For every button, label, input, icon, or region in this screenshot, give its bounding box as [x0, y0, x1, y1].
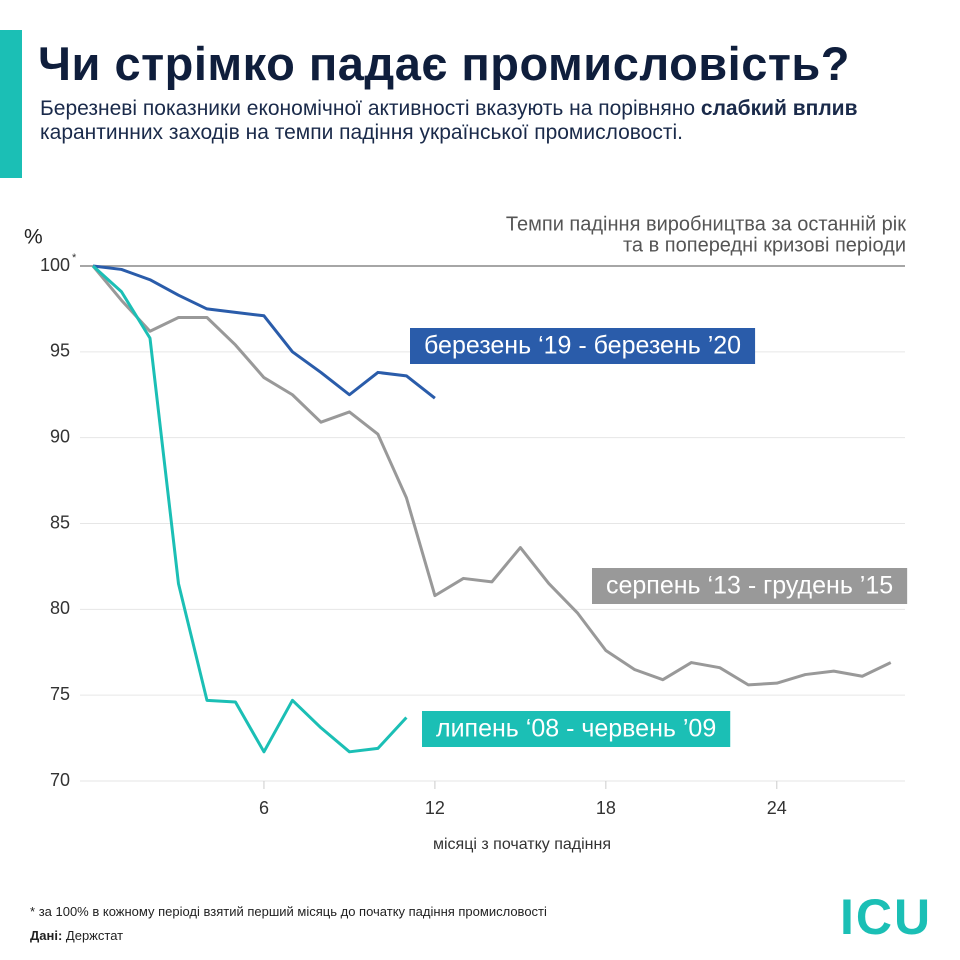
legend-box	[422, 711, 731, 747]
subtitle-text: карантинних заходів на темпи падіння укр…	[40, 121, 683, 144]
y-tick-label: 75	[50, 684, 70, 704]
x-tick-label: 6	[259, 798, 269, 818]
series-line	[91, 264, 408, 754]
legend-label: березень ‘19 - березень ’20	[424, 332, 741, 360]
accent-bar	[0, 30, 22, 178]
y-axis-label: %	[24, 226, 43, 249]
chart: Темпи падіння виробництва за останній рі…	[24, 213, 908, 853]
subtitle-bold: слабкий вплив	[700, 97, 858, 120]
x-axis-label: місяці з початку падіння	[433, 836, 611, 853]
x-tick-label: 24	[767, 798, 787, 818]
footnote-mark: *	[30, 904, 36, 919]
logo: ICU	[840, 889, 933, 945]
source: Дані: Держстат	[30, 928, 123, 943]
chart-subtitle: Темпи падіння виробництва за останній рі…	[506, 213, 906, 235]
x-tick-label: 12	[425, 798, 445, 818]
source-text: Держстат	[65, 928, 124, 943]
legend-box	[592, 568, 908, 604]
y-tick-label: 70	[50, 770, 70, 790]
y-tick-label: 90	[50, 426, 70, 446]
series-line	[91, 265, 892, 687]
y-tick-label: 85	[50, 512, 70, 532]
legend-box	[410, 328, 756, 364]
y-tick-mark: *	[72, 252, 77, 264]
series-line	[92, 264, 436, 400]
chart-subtitle: та в попередні кризові періоди	[623, 234, 906, 256]
y-tick-label: 80	[50, 598, 70, 618]
title: Чи стрімко падає промисловість?	[38, 37, 850, 90]
legend-label: серпень ‘13 - грудень ’15	[606, 572, 893, 600]
subtitle-text: Березневі показники економічної активнос…	[40, 97, 696, 120]
legend-label: липень ‘08 - червень ’09	[436, 715, 716, 743]
source-label: Дані:	[30, 928, 63, 943]
x-tick-label: 18	[596, 798, 616, 818]
footnote: * за 100% в кожному періоді взятий перши…	[30, 904, 547, 919]
y-tick-label: 95	[50, 341, 70, 361]
subtitle: Березневі показники економічної активнос…	[40, 97, 900, 145]
y-tick-label: 100	[40, 255, 70, 275]
footnote-text: за 100% в кожному періоді взятий перший …	[38, 904, 547, 919]
